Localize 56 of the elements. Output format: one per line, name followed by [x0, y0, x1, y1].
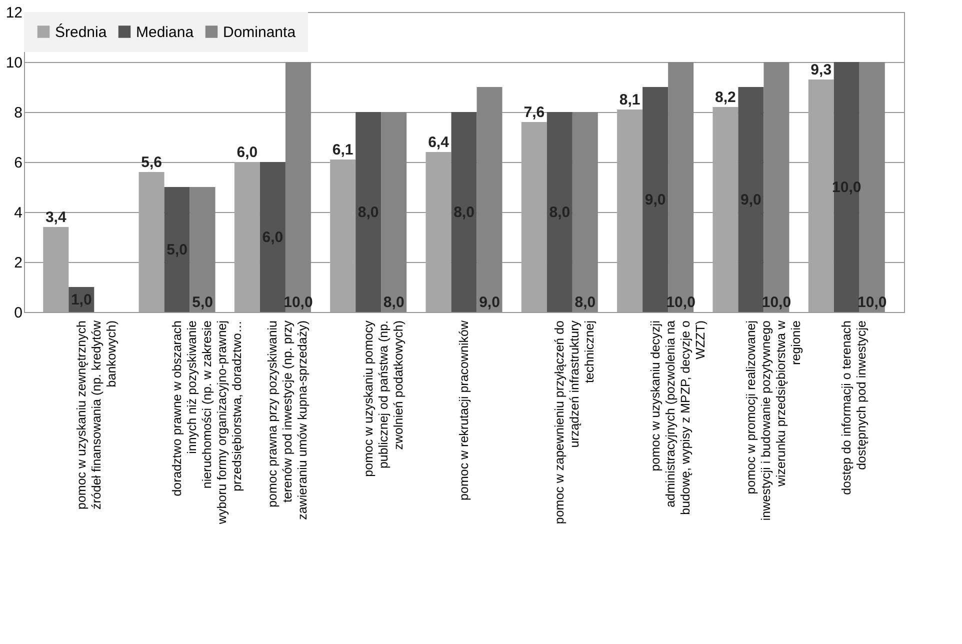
data-label: 8,1	[619, 92, 640, 108]
bar	[859, 62, 885, 312]
bar	[617, 110, 643, 312]
legend-label: Dominanta	[223, 24, 296, 41]
x-tick-label: pomoc w rekrutacji pracowników	[457, 320, 471, 500]
legend-label: Mediana	[136, 24, 194, 41]
bar	[356, 112, 382, 312]
bar	[738, 87, 764, 312]
data-label: 8,0	[574, 294, 596, 311]
bar	[572, 112, 598, 312]
bar	[330, 160, 356, 312]
bar	[668, 62, 694, 312]
bar	[285, 62, 311, 312]
x-tick-label: pomoc prawna przy pozyskiwaniu terenów pod inwestycje (np. przy zawieraniu umów kupna-sprzedaży)	[266, 320, 310, 520]
x-tick-label: pomoc w uzyskaniu zewnętrznych źródeł finansowania (np. kredytów bankowych)	[74, 320, 118, 510]
data-label: 6,1	[332, 142, 354, 158]
bar	[260, 162, 286, 312]
data-label: 9,3	[810, 62, 832, 78]
data-label: 3,4	[45, 209, 67, 226]
bar	[712, 107, 738, 312]
bar	[521, 122, 547, 312]
bar	[764, 62, 790, 312]
y-tick-label: 2	[14, 254, 22, 272]
bar	[190, 187, 216, 312]
bar	[43, 227, 69, 312]
bar	[642, 87, 668, 312]
data-label: 7,6	[524, 104, 545, 121]
bar	[808, 80, 834, 312]
y-tick-label: 0	[14, 304, 22, 322]
bar	[164, 187, 190, 312]
bar	[834, 62, 860, 312]
x-tick-label: pomoc w zapewnieniu przyłączeń do urządzeń infrastruktury technicznej	[552, 320, 597, 524]
bar	[381, 112, 407, 312]
data-label: 9,0	[479, 294, 500, 311]
bar	[546, 112, 572, 312]
data-label: 6,4	[428, 134, 450, 151]
data-label: 6,0	[236, 144, 258, 161]
y-tick-label: 4	[14, 204, 22, 222]
data-label: 5,0	[192, 294, 213, 311]
y-tick-label: 6	[14, 154, 22, 172]
bar	[476, 87, 502, 312]
data-label: 8,0	[383, 294, 404, 311]
y-tick-label: 8	[14, 104, 22, 122]
x-tick-label: pomoc w uzyskaniu pomocy publicznej od państwa (np. zwolnień podatkowych)	[361, 320, 406, 477]
legend-label: Średnia	[55, 22, 108, 41]
y-tick-label: 12	[6, 4, 22, 22]
x-tick-label: pomoc w uzyskaniu decyzji administracyjnych (pozwolenia na budowę, wypisy z MPZP, decyzje o WZZT)	[648, 320, 708, 515]
y-tick-label: 10	[6, 54, 22, 72]
bar	[138, 172, 164, 312]
bar	[234, 162, 260, 312]
x-tick-label: pomoc w promocji realizowanej inwestycji i budowanie pozytywnego wizerunku przedsiębiorstwa w regionie	[744, 320, 803, 521]
x-tick-label: doradztwo prawne w obszarach innych niż pozyskiwanie nieruchomości (np. w zakresie wyboru formy organizacyjno-prawnej przedsiębiorstwa, doradztwo…	[170, 320, 244, 526]
bar	[451, 112, 477, 312]
data-label: 8,2	[715, 89, 736, 106]
data-label: 5,6	[141, 154, 162, 171]
bar	[426, 152, 452, 312]
